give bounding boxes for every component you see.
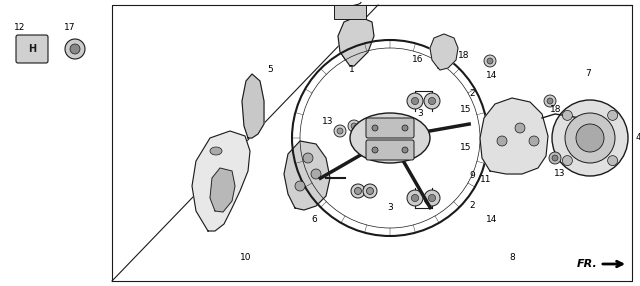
Text: 18: 18: [458, 51, 470, 61]
Circle shape: [402, 125, 408, 131]
Circle shape: [402, 147, 408, 153]
Circle shape: [351, 184, 365, 198]
Circle shape: [407, 93, 423, 109]
Circle shape: [351, 123, 357, 129]
Text: 15: 15: [460, 106, 472, 114]
Polygon shape: [242, 74, 264, 138]
Text: 3: 3: [387, 204, 393, 212]
Circle shape: [576, 124, 604, 152]
Circle shape: [547, 98, 553, 104]
Polygon shape: [192, 131, 250, 231]
Text: 10: 10: [240, 253, 252, 263]
Text: 15: 15: [460, 144, 472, 152]
Circle shape: [424, 93, 440, 109]
Text: 13: 13: [323, 118, 333, 126]
Circle shape: [372, 125, 378, 131]
Circle shape: [549, 152, 561, 164]
Circle shape: [363, 184, 377, 198]
Text: 5: 5: [267, 65, 273, 74]
Text: H: H: [28, 44, 36, 54]
Text: 2: 2: [469, 88, 475, 98]
Polygon shape: [338, 16, 374, 66]
Text: 16: 16: [412, 55, 424, 65]
FancyBboxPatch shape: [334, 5, 366, 19]
Text: 6: 6: [311, 215, 317, 225]
Circle shape: [563, 110, 572, 120]
Circle shape: [428, 98, 436, 105]
Text: 14: 14: [486, 215, 498, 225]
FancyBboxPatch shape: [366, 118, 414, 138]
Circle shape: [428, 194, 436, 202]
Text: 12: 12: [14, 23, 26, 33]
Text: 8: 8: [509, 253, 515, 263]
Ellipse shape: [210, 147, 222, 155]
Text: 13: 13: [554, 170, 566, 178]
FancyBboxPatch shape: [366, 140, 414, 160]
Text: 3: 3: [417, 110, 423, 118]
Polygon shape: [480, 98, 548, 174]
Text: 11: 11: [480, 176, 492, 184]
Polygon shape: [284, 141, 330, 210]
Circle shape: [529, 136, 539, 146]
Circle shape: [484, 55, 496, 67]
Circle shape: [355, 188, 362, 194]
Circle shape: [303, 153, 313, 163]
Circle shape: [515, 123, 525, 133]
Circle shape: [552, 155, 558, 161]
Circle shape: [424, 190, 440, 206]
Circle shape: [367, 188, 374, 194]
Circle shape: [552, 100, 628, 176]
Circle shape: [607, 156, 618, 166]
Circle shape: [70, 44, 80, 54]
Circle shape: [295, 181, 305, 191]
Text: 9: 9: [469, 172, 475, 180]
Text: 1: 1: [349, 65, 355, 74]
Circle shape: [487, 58, 493, 64]
Polygon shape: [210, 168, 235, 212]
Circle shape: [412, 194, 419, 202]
Circle shape: [607, 110, 618, 120]
Circle shape: [348, 120, 360, 132]
Circle shape: [565, 113, 615, 163]
Circle shape: [65, 39, 85, 59]
Circle shape: [412, 98, 419, 105]
Text: 14: 14: [486, 72, 498, 80]
Circle shape: [407, 190, 423, 206]
Circle shape: [365, 128, 371, 134]
Text: 18: 18: [550, 106, 562, 114]
Circle shape: [497, 136, 507, 146]
Polygon shape: [430, 34, 458, 70]
Text: FR.: FR.: [577, 259, 598, 269]
FancyBboxPatch shape: [16, 35, 48, 63]
Ellipse shape: [350, 113, 430, 163]
Text: 17: 17: [64, 23, 76, 33]
Circle shape: [311, 169, 321, 179]
Circle shape: [334, 125, 346, 137]
Text: 7: 7: [585, 69, 591, 78]
Circle shape: [372, 147, 378, 153]
Circle shape: [362, 125, 374, 137]
Circle shape: [544, 95, 556, 107]
Circle shape: [337, 128, 343, 134]
Circle shape: [563, 156, 572, 166]
Text: 4: 4: [635, 134, 640, 142]
Text: 2: 2: [469, 202, 475, 210]
